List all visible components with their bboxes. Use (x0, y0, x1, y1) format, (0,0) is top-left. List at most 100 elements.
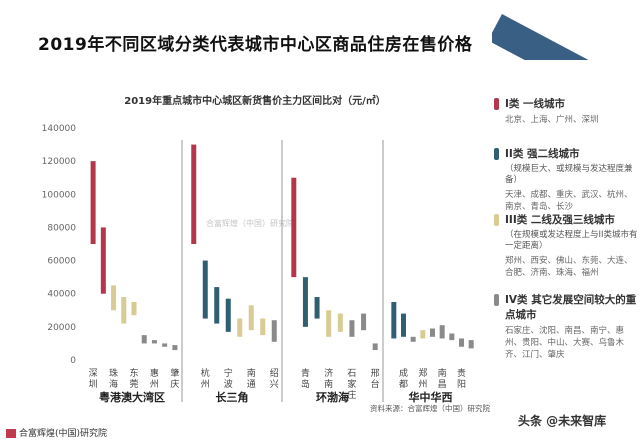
city-label: 通 (247, 379, 256, 390)
city-label: 成 (399, 367, 408, 379)
price-range-bar (337, 313, 343, 332)
city-label: 州 (201, 379, 210, 390)
city-label: 台 (371, 378, 380, 390)
footer-logo: 合富辉煌(中国)研究院 (6, 426, 107, 439)
city-label: 圳 (89, 379, 98, 390)
city-label: 州 (150, 379, 159, 390)
price-range-bar (430, 328, 435, 337)
legend-tier-2-swatch (494, 148, 499, 160)
city-label: 兴 (270, 379, 279, 390)
chart-title: 2019年重点城市中心城区新货售价主力区间比对（元/㎡） (124, 94, 385, 107)
price-range-bar (111, 285, 117, 311)
city-label: 波 (224, 378, 233, 390)
footer-logo-text: 合富辉煌(中国)研究院 (19, 429, 108, 439)
price-range-bar (449, 333, 455, 341)
city-label: 贵 (457, 367, 466, 379)
city-label: 杭 (201, 367, 210, 379)
price-range-bar (162, 343, 168, 347)
city-label: 南 (247, 367, 256, 379)
price-range-bar (248, 305, 254, 331)
city-label: 莞 (129, 378, 138, 390)
city-label: 阳 (457, 379, 466, 390)
legend-tier-3-swatch (494, 214, 499, 226)
inline-watermark: 合富辉煌（中国）研究院 (206, 218, 294, 228)
y-tick-label: 140000 (42, 124, 77, 134)
group-label: 华中华西 (409, 390, 453, 404)
city-label: 惠 (150, 367, 159, 379)
legend-tier-2: II类 强二线城市 （规模巨大、或规模与发达程度兼备） 天津、成都、重庆、武汉、… (494, 146, 640, 213)
city-label: 珠 (109, 367, 118, 379)
price-range-bar (191, 144, 197, 244)
logo-icon (6, 429, 16, 438)
y-tick-label: 20000 (47, 323, 76, 333)
city-label: 南 (324, 378, 333, 390)
price-range-bar (214, 287, 220, 324)
price-range-bar (410, 336, 416, 342)
city-label: 家 (347, 378, 356, 390)
legend-tier-3: III类 二线及强三线城市 （在规模或发达程度上与II类城市有一定距离） 郑州、… (494, 212, 640, 279)
city-label: 州 (418, 379, 427, 390)
legend-tier-2-sub: （规模巨大、或规模与发达程度兼备） (505, 164, 633, 185)
price-range-bar (459, 338, 464, 347)
price-range-bar (202, 260, 208, 319)
group-label: 长三角 (216, 390, 249, 404)
y-tick-label: 60000 (47, 257, 76, 267)
city-label: 石 (347, 369, 356, 379)
price-range-bar (100, 227, 106, 294)
city-label: 南 (438, 367, 447, 379)
city-label: 青 (301, 367, 310, 379)
legend-tier-2-head: II类 强二线城市 (505, 148, 580, 160)
page-title: 2019年不同区域分类代表城市中心区商品住房在售价格 (38, 35, 473, 55)
legend-tier-1: I类 一线城市 北京、上海、广州、深圳 (494, 96, 640, 126)
price-range-bar (326, 310, 332, 337)
legend-tier-1-head: I类 一线城市 (505, 98, 566, 110)
city-label: 邢 (371, 368, 380, 379)
legend-tier-4-head: IV类 其它发展空间较大的重点城市 (505, 294, 637, 321)
price-range-bar (468, 340, 474, 349)
legend-tier-4-cities: 石家庄、沈阳、南昌、南宁、惠州、贵阳、中山、大赛、乌鲁木齐、江门、肇庆 (505, 326, 625, 360)
city-label: 济 (324, 367, 333, 379)
city-label: 昌 (438, 379, 447, 390)
city-label: 庄 (347, 389, 356, 401)
group-label: 粤港澳大湾区 (99, 390, 165, 404)
price-range-bar (172, 345, 178, 351)
city-label: 郑 (418, 367, 427, 379)
price-range-bar (372, 343, 378, 351)
watermark-bottom: 头条 @未来智库 (518, 414, 607, 428)
price-range-bar (302, 277, 308, 327)
price-range-bar (141, 335, 147, 344)
city-label: 宁 (224, 367, 233, 379)
price-range-bar (439, 325, 445, 339)
y-tick-label: 80000 (47, 223, 76, 233)
city-label: 岛 (301, 378, 310, 390)
city-label: 庆 (170, 378, 179, 390)
y-tick-label: 100000 (42, 190, 77, 200)
price-range-bar (271, 320, 277, 342)
city-label: 海 (109, 378, 118, 390)
price-range-bar (349, 320, 355, 337)
legend-tier-1-swatch (494, 98, 499, 110)
legend-tier-4: IV类 其它发展空间较大的重点城市 石家庄、沈阳、南昌、南宁、惠州、贵阳、中山、… (494, 292, 640, 361)
price-range-bar (420, 330, 426, 339)
city-label: 肇 (170, 367, 179, 379)
price-range-bar (90, 161, 96, 244)
price-range-bar (225, 298, 231, 332)
price-range-bar (314, 297, 320, 319)
price-range-bar (121, 297, 127, 324)
legend-tier-3-sub: （在规模或发达程度上与II类城市有一定距离） (505, 230, 638, 251)
legend-tier-3-cities: 郑州、西安、佛山、东莞、大连、合肥、济南、珠海、福州 (505, 256, 633, 278)
y-axis: 0 20000 40000 60000 80000 100000 120000 140000 粤… (42, 124, 453, 404)
price-range-bar (401, 313, 406, 337)
source-note: 资料来源：合富辉煌（中国）研究院 (370, 404, 490, 413)
y-tick-label: 40000 (47, 290, 76, 300)
legend-tier-3-head: III类 二线及强三线城市 (505, 214, 615, 226)
city-label: 都 (399, 379, 408, 390)
group-label: 环渤海 (316, 390, 349, 404)
price-range-bar (361, 313, 367, 331)
legend-tier-4-swatch (494, 294, 499, 306)
y-tick-label: 0 (70, 356, 76, 366)
legend-tier-1-cities: 北京、上海、广州、深圳 (505, 115, 599, 125)
price-range-bar (151, 340, 157, 344)
